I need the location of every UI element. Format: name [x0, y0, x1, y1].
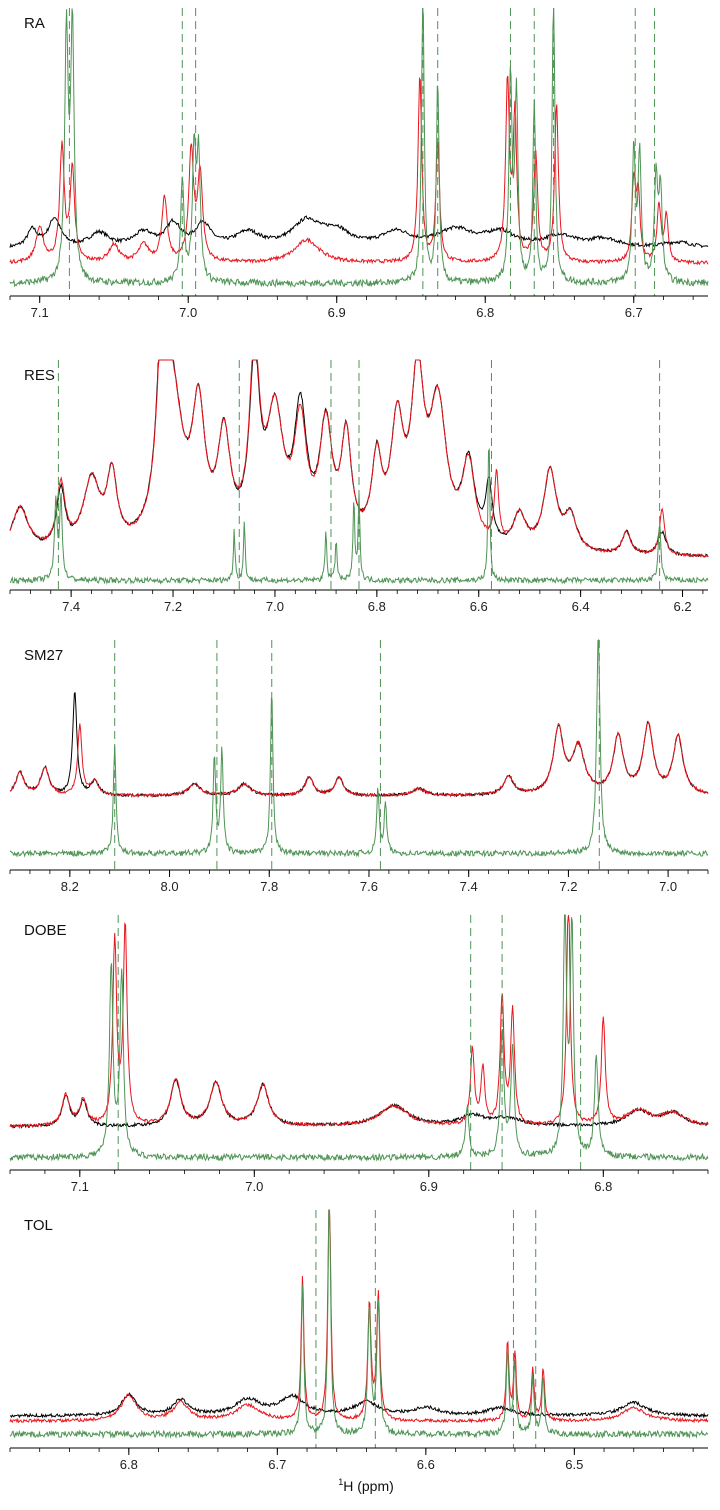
tick-label-sm27: 7.6 — [360, 879, 378, 894]
spectrum-red-dobe — [9, 914, 709, 1130]
tick-label-res: 6.6 — [470, 599, 488, 614]
spectrum-green-tol — [9, 1209, 709, 1440]
spectrum-red-ra — [9, 75, 709, 266]
tick-label-dobe: 6.9 — [420, 1179, 438, 1194]
tick-label-dobe: 6.8 — [594, 1179, 612, 1194]
spectrum-green-ra — [9, 7, 709, 289]
tick-label-tol: 6.6 — [417, 1457, 435, 1472]
spectrum-green-dobe — [9, 914, 709, 1163]
tick-label-res: 6.4 — [572, 599, 590, 614]
panel-title-tol: TOL — [24, 1217, 53, 1234]
tick-label-ra: 6.7 — [625, 305, 643, 320]
tick-label-res: 7.0 — [266, 599, 284, 614]
tick-label-ra: 6.8 — [476, 305, 494, 320]
tick-label-tol: 6.8 — [120, 1457, 138, 1472]
tick-label-ra: 7.0 — [179, 305, 197, 320]
panel-title-res: RES — [24, 367, 55, 384]
tick-label-sm27: 7.2 — [559, 879, 577, 894]
spectrum-black-ra — [9, 215, 709, 249]
spectrum-red-tol — [9, 1209, 709, 1424]
tick-label-res: 6.2 — [673, 599, 691, 614]
tick-label-dobe: 7.1 — [71, 1179, 89, 1194]
tick-label-dobe: 7.0 — [245, 1179, 263, 1194]
panel-title-dobe: DOBE — [24, 922, 67, 939]
tick-label-res: 7.2 — [164, 599, 182, 614]
tick-label-ra: 6.9 — [328, 305, 346, 320]
panel-title-sm27: SM27 — [24, 647, 63, 664]
tick-label-sm27: 7.8 — [260, 879, 278, 894]
panel-title-ra: RA — [24, 15, 45, 32]
tick-label-tol: 6.5 — [565, 1457, 583, 1472]
tick-label-res: 7.4 — [62, 599, 80, 614]
tick-label-tol: 6.7 — [268, 1457, 286, 1472]
tick-label-sm27: 8.0 — [161, 879, 179, 894]
tick-label-res: 6.8 — [368, 599, 386, 614]
tick-label-ra: 7.1 — [31, 305, 49, 320]
spectrum-green-sm27 — [9, 638, 709, 858]
tick-label-sm27: 7.4 — [460, 879, 478, 894]
x-axis-title: 1H (ppm) — [338, 1477, 394, 1494]
tick-label-sm27: 7.0 — [659, 879, 677, 894]
spectrum-red-sm27 — [9, 720, 709, 799]
tick-label-sm27: 8.2 — [61, 879, 79, 894]
